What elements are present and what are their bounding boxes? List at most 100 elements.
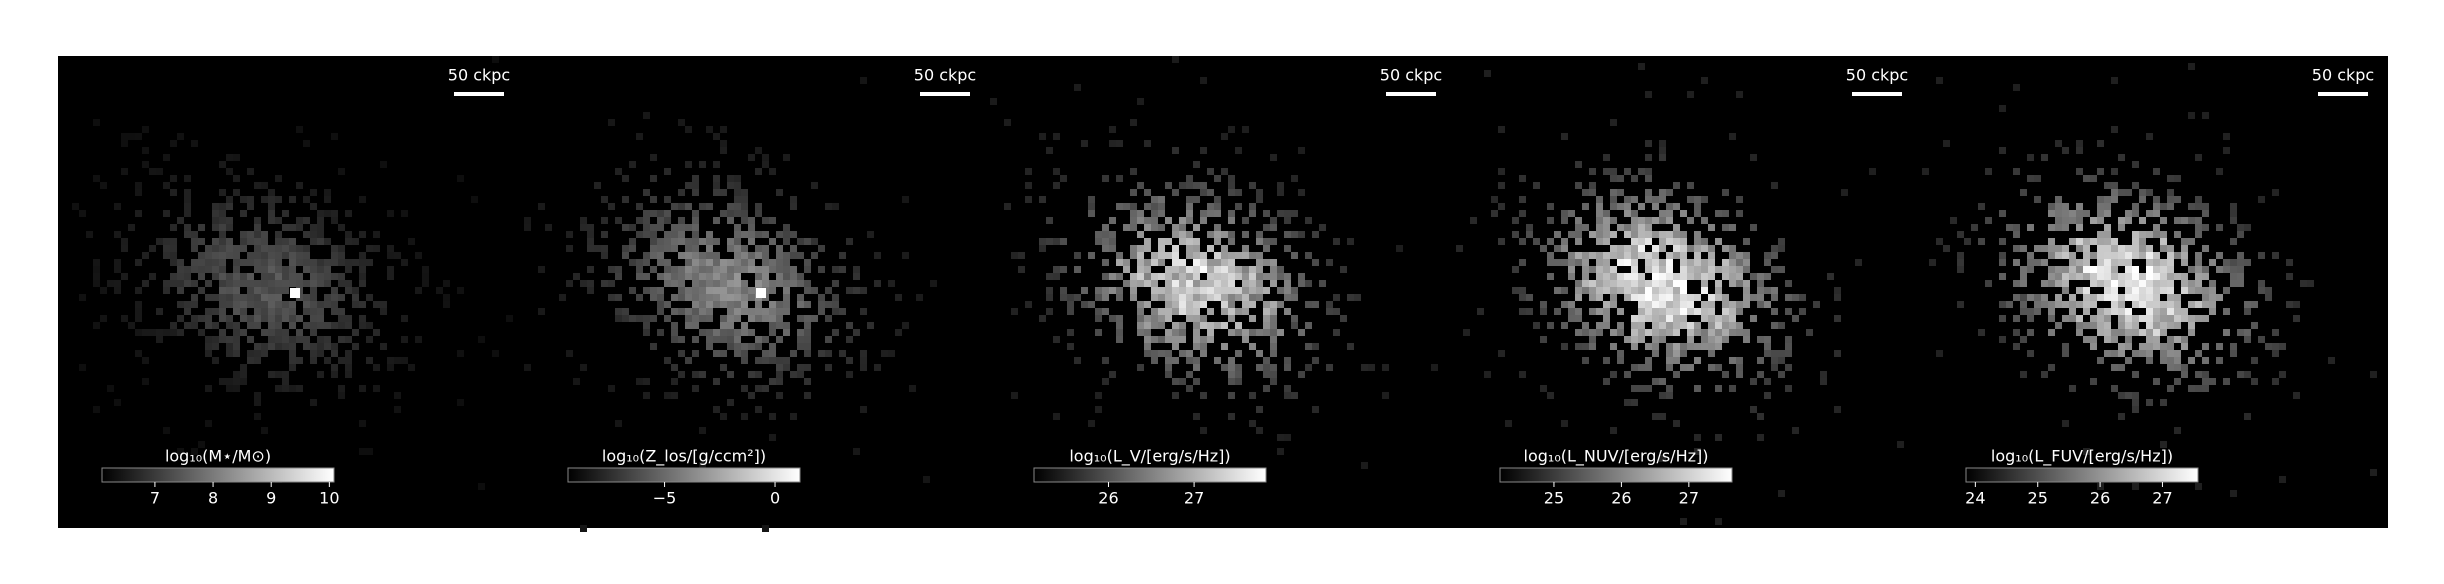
pixel bbox=[1242, 287, 1249, 294]
pixel bbox=[1645, 266, 1652, 273]
pixel bbox=[205, 266, 212, 273]
pixel bbox=[1151, 273, 1158, 280]
pixel bbox=[1617, 329, 1624, 336]
pixel bbox=[1102, 238, 1109, 245]
pixel bbox=[1596, 266, 1603, 273]
pixel bbox=[727, 336, 734, 343]
pixel bbox=[303, 280, 310, 287]
pixel bbox=[692, 175, 699, 182]
pixel bbox=[1228, 329, 1235, 336]
pixel bbox=[2125, 280, 2132, 287]
pixel bbox=[191, 259, 198, 266]
pixel bbox=[310, 329, 317, 336]
pixel bbox=[741, 231, 748, 238]
pixel bbox=[636, 266, 643, 273]
pixel bbox=[895, 294, 902, 301]
pixel bbox=[741, 266, 748, 273]
pixel bbox=[1694, 294, 1701, 301]
pixel bbox=[2167, 294, 2174, 301]
pixel bbox=[310, 294, 317, 301]
pixel bbox=[776, 378, 783, 385]
pixel bbox=[205, 308, 212, 315]
pixel bbox=[1144, 189, 1151, 196]
pixel bbox=[1200, 252, 1207, 259]
pixel bbox=[1617, 245, 1624, 252]
pixel bbox=[657, 224, 664, 231]
pixel bbox=[1617, 252, 1624, 259]
pixel bbox=[741, 245, 748, 252]
pixel bbox=[345, 210, 352, 217]
pixel bbox=[2174, 336, 2181, 343]
pixel bbox=[825, 364, 832, 371]
pixel bbox=[1158, 273, 1165, 280]
pixel bbox=[1277, 329, 1284, 336]
pixel bbox=[1256, 196, 1263, 203]
pixel bbox=[247, 350, 254, 357]
pixel bbox=[240, 245, 247, 252]
pixel bbox=[2160, 238, 2167, 245]
pixel bbox=[741, 322, 748, 329]
pixel bbox=[1067, 343, 1074, 350]
pixel bbox=[317, 280, 324, 287]
pixel bbox=[2097, 203, 2104, 210]
pixel bbox=[643, 392, 650, 399]
pixel bbox=[2202, 371, 2209, 378]
pixel bbox=[233, 175, 240, 182]
pixel bbox=[1568, 210, 1575, 217]
pixel bbox=[1659, 455, 1666, 462]
pixel bbox=[1589, 329, 1596, 336]
pixel bbox=[1130, 273, 1137, 280]
pixel bbox=[268, 322, 275, 329]
pixel bbox=[1109, 273, 1116, 280]
pixel bbox=[2132, 280, 2139, 287]
pixel bbox=[2090, 252, 2097, 259]
pixel bbox=[1207, 168, 1214, 175]
colorbar-label: log₁₀(L_NUV/[erg/s/Hz]) bbox=[1524, 447, 1709, 467]
pixel bbox=[1060, 238, 1067, 245]
pixel bbox=[2258, 287, 2265, 294]
pixel bbox=[2195, 217, 2202, 224]
pixel bbox=[205, 294, 212, 301]
pixel bbox=[1638, 252, 1645, 259]
pixel bbox=[1673, 350, 1680, 357]
pixel bbox=[1701, 266, 1708, 273]
pixel bbox=[1645, 385, 1652, 392]
pixel bbox=[310, 350, 317, 357]
pixel bbox=[1610, 329, 1617, 336]
pixel bbox=[1778, 238, 1785, 245]
pixel bbox=[713, 350, 720, 357]
pixel bbox=[1778, 371, 1785, 378]
pixel bbox=[1242, 126, 1249, 133]
pixel bbox=[1666, 315, 1673, 322]
pixel bbox=[1561, 287, 1568, 294]
pixel bbox=[2055, 322, 2062, 329]
pixel bbox=[317, 224, 324, 231]
pixel bbox=[1109, 238, 1116, 245]
pixel bbox=[2265, 294, 2272, 301]
pixel bbox=[1722, 336, 1729, 343]
pixel bbox=[1102, 231, 1109, 238]
pixel bbox=[2097, 315, 2104, 322]
pixel bbox=[797, 343, 804, 350]
pixel bbox=[1151, 196, 1158, 203]
pixel bbox=[457, 399, 464, 406]
pixel bbox=[1834, 287, 1841, 294]
pixel bbox=[1624, 399, 1631, 406]
pixel bbox=[1498, 203, 1505, 210]
pixel bbox=[1284, 357, 1291, 364]
pixel bbox=[678, 119, 685, 126]
pixel bbox=[797, 315, 804, 322]
pixel bbox=[832, 329, 839, 336]
pixel bbox=[727, 287, 734, 294]
pixel bbox=[622, 252, 629, 259]
pixel bbox=[303, 231, 310, 238]
pixel bbox=[1820, 378, 1827, 385]
pixel bbox=[2055, 280, 2062, 287]
pixel bbox=[2251, 378, 2258, 385]
pixel bbox=[1256, 287, 1263, 294]
pixel bbox=[2111, 126, 2118, 133]
pixel bbox=[198, 441, 205, 448]
pixel bbox=[205, 259, 212, 266]
pixel bbox=[226, 217, 233, 224]
pixel bbox=[706, 329, 713, 336]
